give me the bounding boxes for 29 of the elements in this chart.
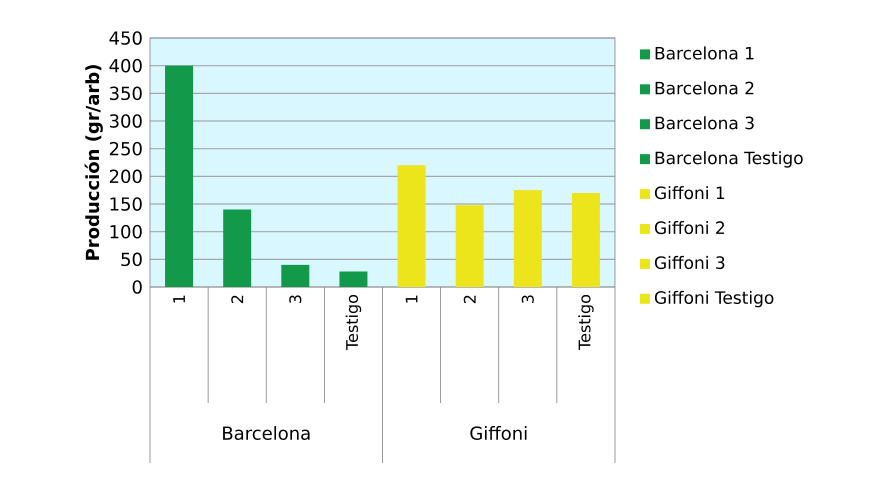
y-tick-label: 300 (110, 114, 142, 128)
y-tick-label: 200 (110, 170, 142, 184)
legend-label: Barcelona Testigo (656, 151, 803, 168)
x-tick-label: Testigo (346, 294, 362, 350)
y-tick-label: 350 (110, 86, 142, 100)
x-tick-label: 2 (231, 296, 244, 304)
x-tick-label: 3 (522, 295, 534, 304)
x-tick-label: Testigo (578, 294, 594, 350)
text: Giffoni (470, 426, 526, 440)
x-tick-label: 3 (289, 295, 302, 304)
text: Barcelona (223, 426, 310, 440)
y-tick-label: 450 (109, 31, 142, 45)
y-tick-label: 400 (109, 58, 142, 72)
y-tick-label: 100 (110, 224, 142, 238)
y-tick-label: 150 (110, 197, 142, 211)
x-tick-label: 2 (464, 296, 476, 304)
legend-label: Giffoni 1 (654, 186, 724, 200)
y-tick-label: 0 (132, 280, 142, 294)
legend-label: Giffoni 2 (654, 220, 724, 234)
y-tick-label: 50 (121, 252, 142, 266)
legend-label: Barcelona 2 (656, 81, 754, 95)
legend-label: Barcelona 1 (656, 46, 754, 60)
x-tick-label: 1 (406, 296, 418, 302)
y-tick-label: 250 (110, 142, 142, 156)
legend-label: Giffoni Testigo (654, 290, 774, 308)
y-axis-title: Producción (gr/arb) (84, 65, 103, 260)
legend-label: Giffoni 3 (654, 256, 724, 270)
legend-label: Barcelona 3 (656, 116, 754, 130)
x-tick-label: 1 (173, 296, 185, 302)
